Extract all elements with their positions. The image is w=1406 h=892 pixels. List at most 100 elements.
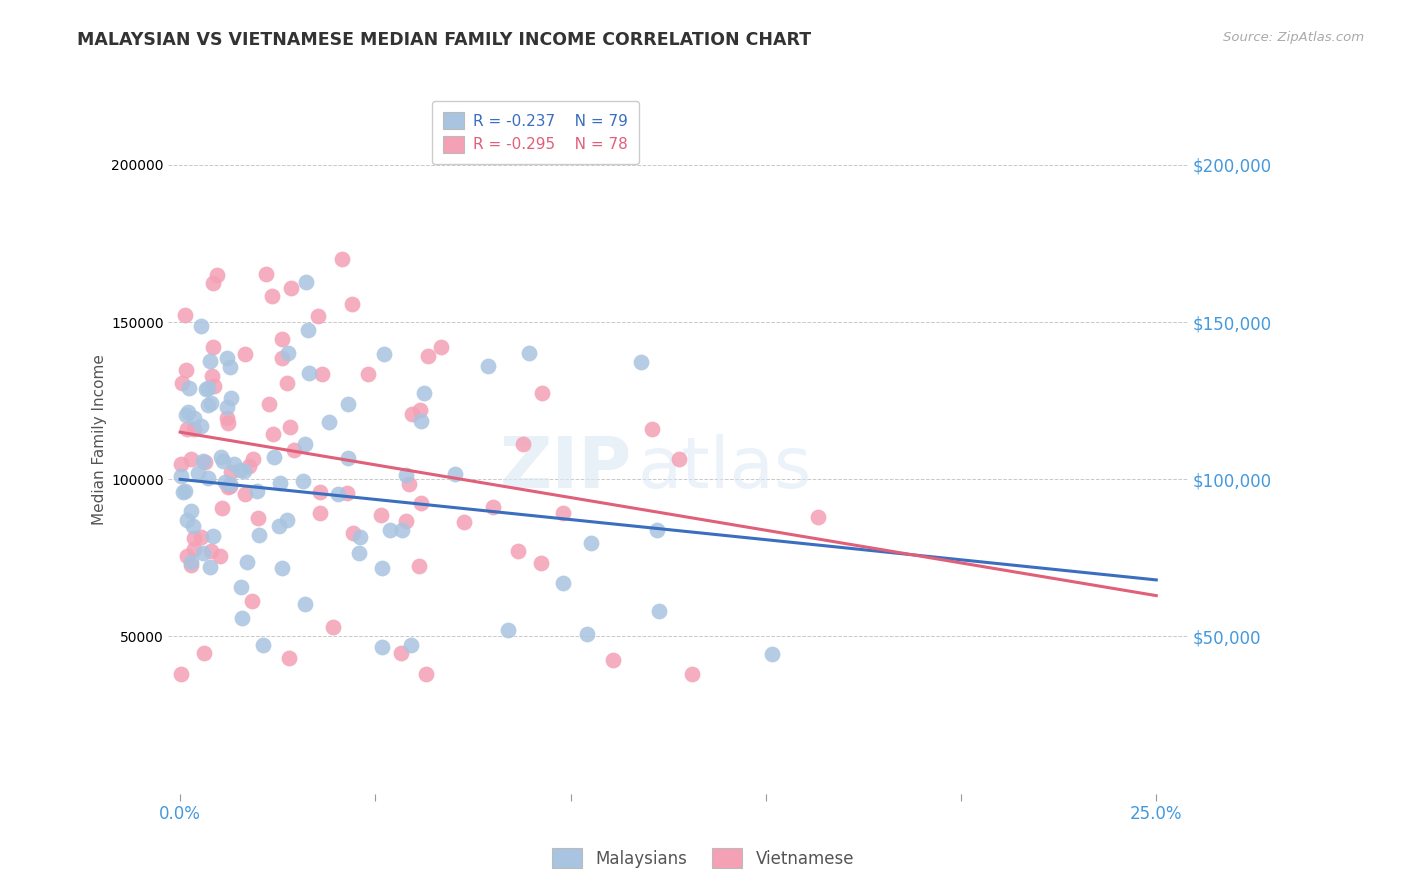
Point [298, 366, 321, 380]
Point [398, 477, 420, 491]
Point [170, 468, 193, 483]
Y-axis label: Median Family Income: Median Family Income [93, 355, 107, 525]
Point [193, 454, 215, 468]
Point [217, 411, 239, 425]
Point [181, 518, 204, 533]
Point [194, 455, 217, 469]
Point [336, 450, 359, 465]
Point [283, 442, 305, 457]
Point [294, 436, 316, 450]
Point [179, 381, 201, 395]
Point [280, 281, 302, 295]
Point [238, 458, 260, 473]
Point [276, 376, 298, 391]
Point [413, 386, 436, 401]
Point [217, 401, 239, 415]
Point [246, 511, 269, 525]
Point [270, 332, 292, 346]
Point [246, 483, 269, 498]
Point [395, 514, 418, 528]
Point [187, 466, 209, 480]
Point [172, 376, 194, 391]
Point [408, 403, 430, 417]
Point [308, 506, 330, 520]
Point [263, 450, 285, 465]
Point [177, 405, 200, 419]
Point [249, 527, 271, 541]
Point [262, 427, 284, 442]
Point [194, 382, 217, 396]
Point [322, 619, 344, 633]
Point [180, 503, 202, 517]
Point [193, 646, 215, 660]
Point [297, 323, 319, 337]
Point [172, 484, 194, 499]
Point [371, 640, 394, 654]
Point [176, 408, 198, 422]
Point [197, 470, 219, 484]
Point [180, 452, 202, 467]
Point [229, 580, 252, 594]
Point [236, 555, 259, 569]
Point [180, 558, 202, 573]
Point [668, 452, 690, 467]
Point [530, 556, 553, 570]
Point [212, 454, 235, 468]
Point [193, 546, 215, 560]
Point [222, 458, 245, 472]
Point [200, 544, 222, 558]
Point [170, 667, 193, 681]
Point [190, 531, 212, 545]
Point [496, 623, 519, 637]
Point [347, 546, 370, 560]
Point [453, 516, 475, 530]
Point [389, 646, 412, 660]
Point [174, 363, 197, 377]
Point [349, 530, 371, 544]
Point [217, 351, 239, 365]
Point [209, 450, 232, 464]
Point [211, 501, 233, 516]
Point [482, 500, 505, 514]
Point [415, 667, 437, 681]
Point [807, 509, 830, 524]
Point [201, 276, 224, 290]
Point [201, 529, 224, 543]
Point [512, 437, 534, 451]
Point [294, 275, 316, 289]
Point [197, 398, 219, 412]
Point [553, 576, 575, 591]
Point [260, 288, 283, 302]
Point [170, 457, 193, 471]
Point [311, 367, 333, 381]
Point [208, 549, 231, 563]
Point [342, 525, 364, 540]
Text: MALAYSIAN VS VIETNAMESE MEDIAN FAMILY INCOME CORRELATION CHART: MALAYSIAN VS VIETNAMESE MEDIAN FAMILY IN… [77, 31, 811, 49]
Point [326, 487, 349, 501]
Text: atlas: atlas [637, 434, 811, 503]
Point [214, 475, 236, 489]
Point [380, 524, 402, 538]
Point [197, 381, 219, 395]
Point [219, 391, 242, 405]
Point [506, 544, 529, 558]
Point [217, 480, 239, 494]
Point [575, 627, 598, 641]
Point [217, 416, 239, 430]
Point [391, 523, 413, 537]
Point [399, 638, 422, 652]
Point [581, 535, 603, 549]
Point [252, 638, 274, 652]
Point [276, 513, 298, 527]
Point [190, 319, 212, 334]
Point [205, 268, 228, 282]
Legend: Malaysians, Vietnamese: Malaysians, Vietnamese [544, 839, 862, 877]
Point [370, 508, 392, 523]
Point [330, 252, 353, 267]
Point [183, 422, 205, 436]
Point [200, 353, 222, 368]
Point [761, 648, 783, 662]
Point [257, 397, 280, 411]
Point [530, 386, 553, 401]
Point [429, 340, 451, 354]
